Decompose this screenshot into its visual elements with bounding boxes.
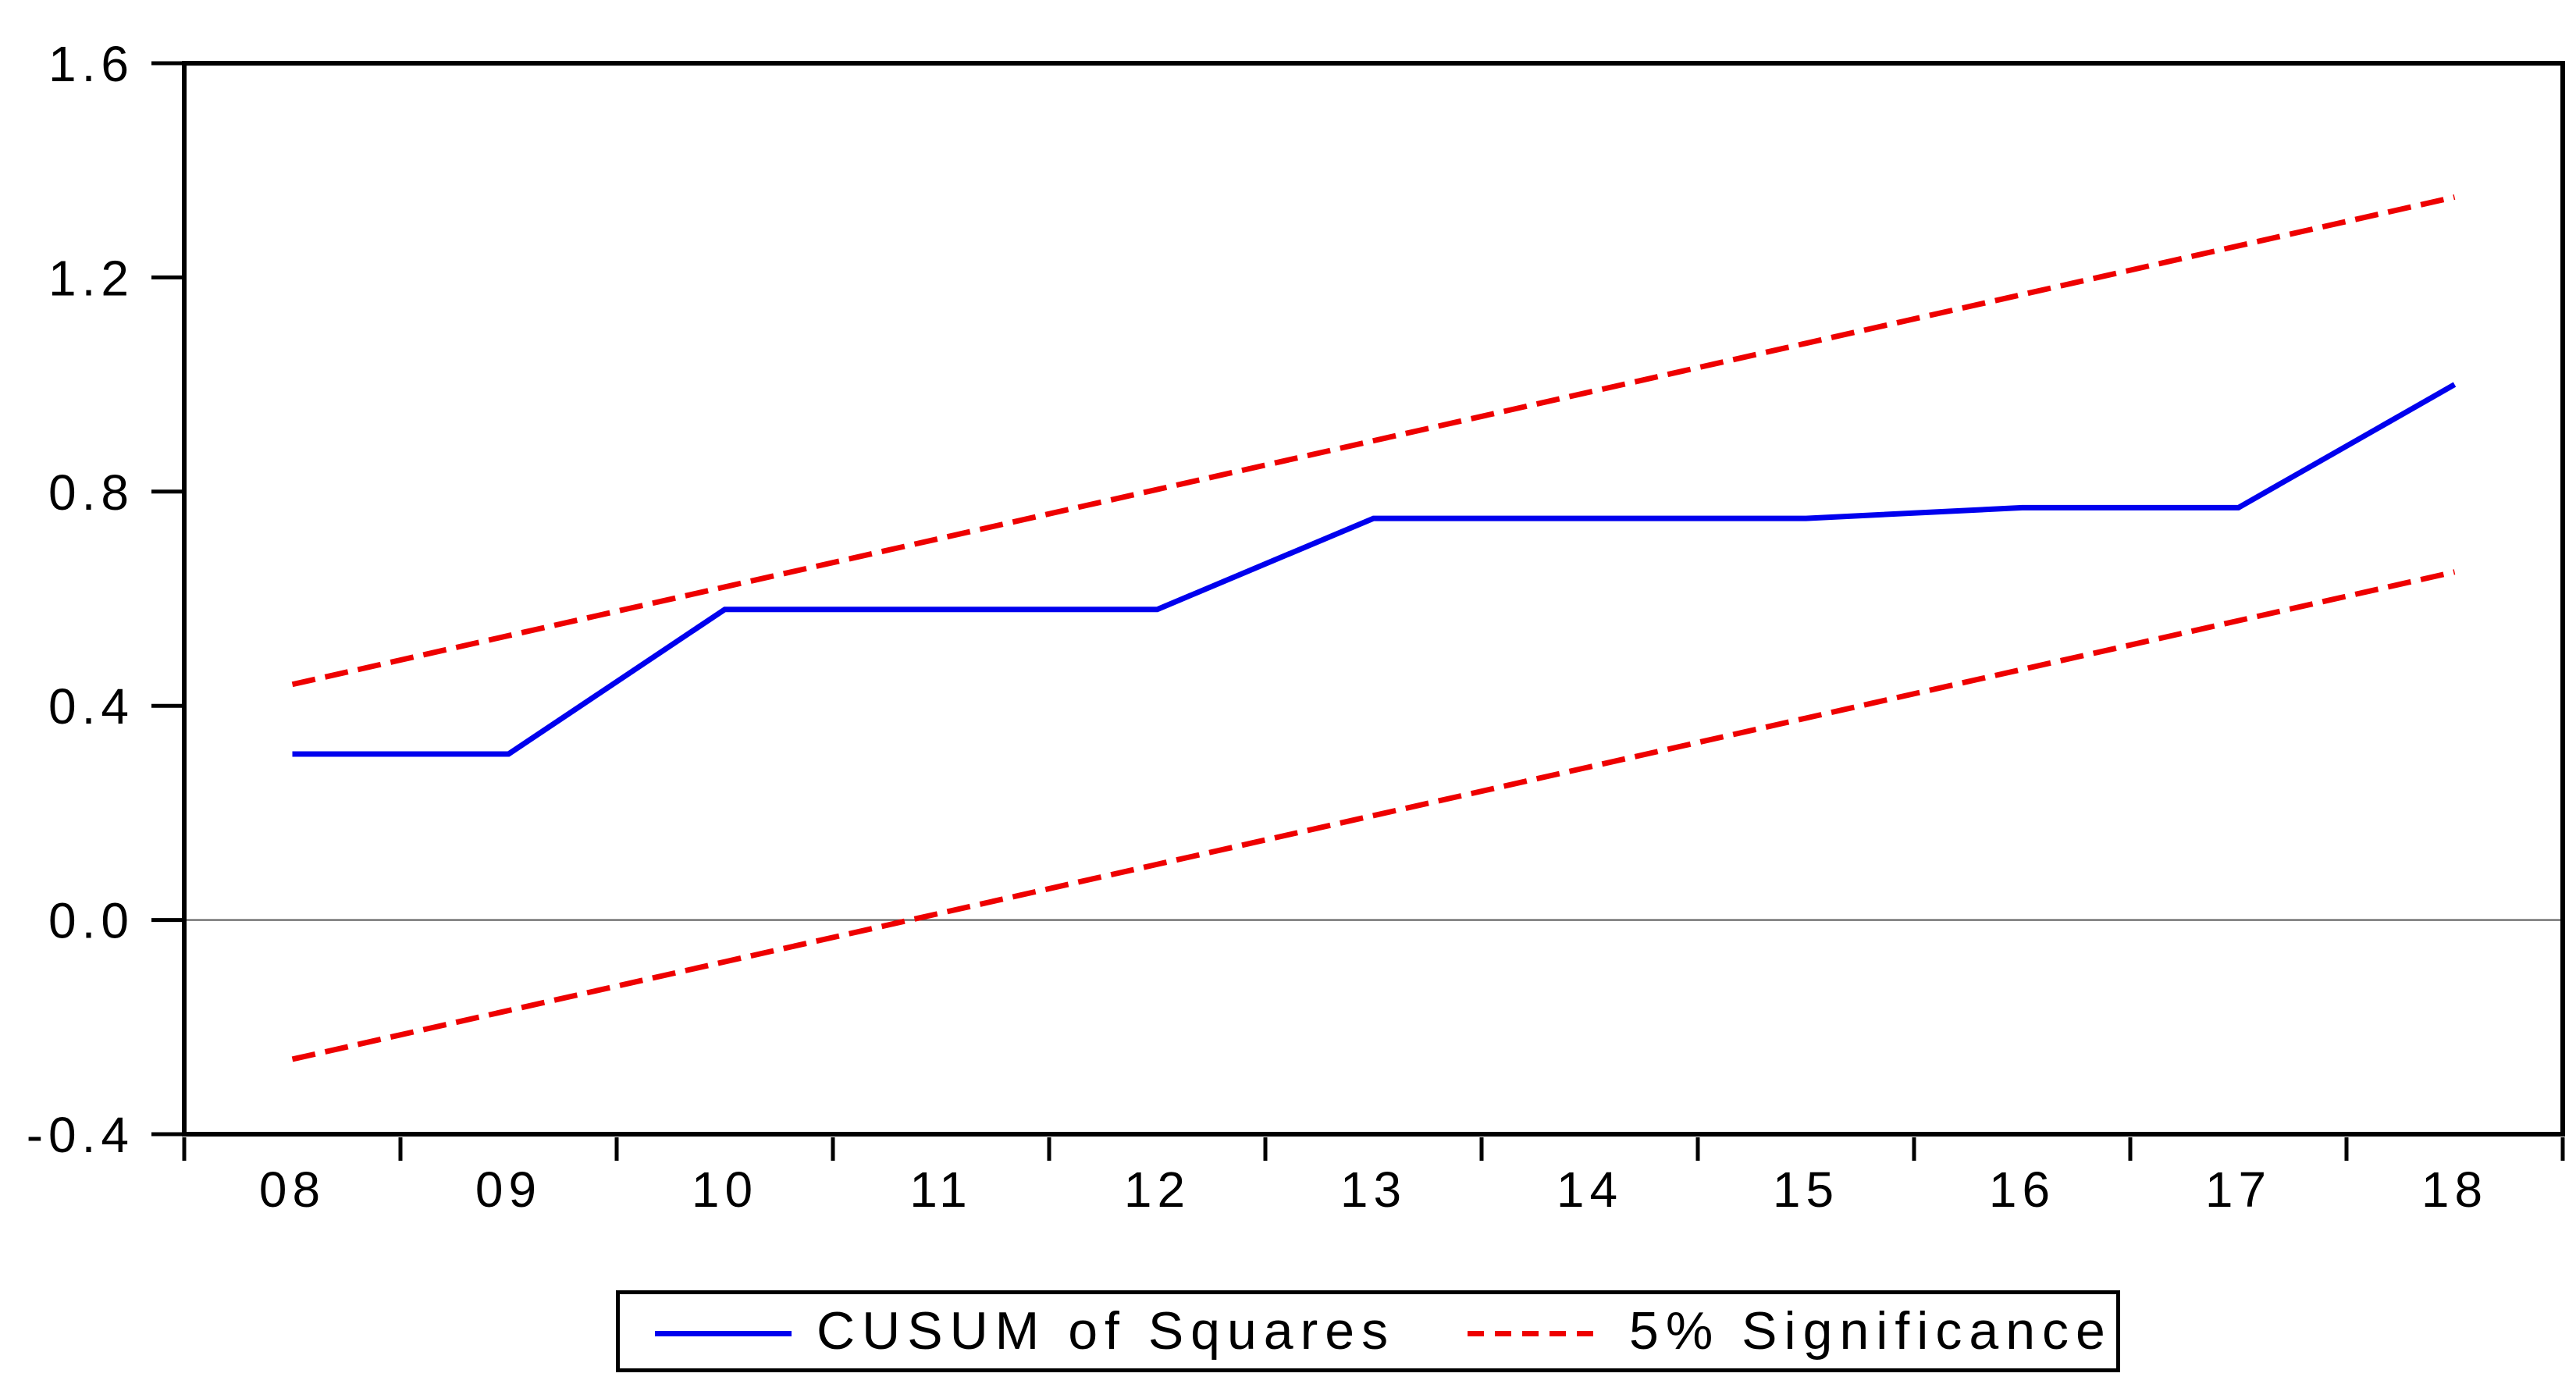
y-tick-label: 1.2 (48, 250, 134, 306)
x-tick-label: 08 (259, 1162, 326, 1218)
cusum-line (292, 382, 2457, 757)
y-tick-label: 0.4 (48, 678, 134, 735)
y-tick-label: -0.4 (27, 1107, 134, 1163)
x-tick-label: 11 (909, 1162, 972, 1218)
significance-upper-line (291, 194, 2456, 688)
series-lines (291, 194, 2457, 1062)
plot-border (182, 61, 2565, 1137)
legend-significance-label: 5% Significance (1629, 1301, 2112, 1361)
legend-cusum-line-sample (655, 1331, 792, 1336)
x-tick-label: 18 (2421, 1162, 2488, 1218)
y-tick-label: 0.8 (48, 464, 134, 521)
axis-ticks (151, 61, 2565, 1161)
x-tick-label: 13 (1340, 1162, 1407, 1218)
x-tick-label: 16 (1989, 1162, 2055, 1218)
legend-cusum-label: CUSUM of Squares (817, 1301, 1396, 1361)
x-tick-label: 10 (692, 1162, 758, 1218)
significance-lower-line (291, 569, 2456, 1062)
plot-frame (182, 61, 2565, 1137)
x-tick-label: 14 (1557, 1162, 1623, 1218)
legend-significance-line-sample (1468, 1331, 1604, 1336)
x-tick-label: 15 (1773, 1162, 1839, 1218)
axis-tick-labels: -0.4 0.0 0.4 0.8 1.2 1.6 08 09 10 11 12 13 14 15 16 17 1… (27, 36, 2488, 1218)
legend: CUSUM of Squares 5% Significance (616, 1290, 2120, 1372)
x-tick-label: 12 (1124, 1162, 1190, 1218)
x-tick-label: 17 (2205, 1162, 2272, 1218)
y-tick-label: 0.0 (48, 893, 134, 949)
y-tick-label: 1.6 (48, 36, 134, 92)
x-tick-label: 09 (475, 1162, 542, 1218)
